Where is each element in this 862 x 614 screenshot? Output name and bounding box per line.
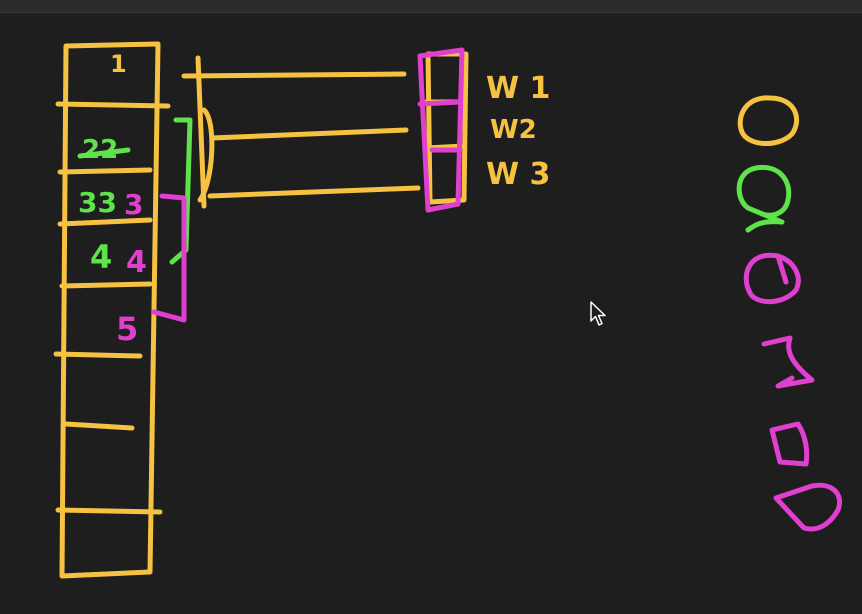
stack-column bbox=[53, 41, 171, 579]
stack-divider-1 bbox=[55, 101, 171, 109]
stack-divider-7 bbox=[55, 507, 163, 515]
slot-1-label: 1 bbox=[110, 50, 127, 78]
connector-line-1 bbox=[181, 71, 407, 79]
slot-4-green-label: 4 bbox=[90, 238, 112, 276]
window-box bbox=[417, 47, 469, 213]
slot-5-label: 5 bbox=[116, 310, 138, 348]
stack-divider-4 bbox=[59, 281, 153, 289]
whiteboard-svg: 1 22 33 3 4 4 5 W 1 W2 W 3 bbox=[53, 41, 842, 579]
pink-bracket bbox=[151, 193, 187, 323]
w2-label: W2 bbox=[490, 115, 537, 145]
top-toolbar bbox=[0, 0, 862, 13]
slot-2-underline bbox=[77, 147, 131, 159]
pink-square-shape bbox=[769, 421, 810, 467]
pink-c-shape bbox=[743, 252, 801, 305]
stack-divider-3 bbox=[57, 217, 153, 227]
slot-4-pink-label: 4 bbox=[126, 245, 147, 280]
connector-line-2 bbox=[209, 127, 409, 141]
connector-line-3 bbox=[207, 185, 421, 199]
drawing-canvas[interactable]: 1 22 33 3 4 4 5 W 1 W2 W 3 bbox=[0, 13, 862, 614]
window-highlight bbox=[417, 47, 465, 213]
pink-wedge-shape bbox=[773, 482, 842, 532]
pink-hook-shape bbox=[761, 335, 815, 389]
slot-3-green-label: 33 bbox=[78, 186, 117, 219]
green-bracket bbox=[169, 117, 193, 265]
stack-divider-2 bbox=[57, 167, 153, 175]
mouse-cursor-icon bbox=[590, 301, 606, 326]
stack-outline bbox=[59, 41, 161, 579]
stack-divider-6 bbox=[63, 421, 135, 431]
yellow-circle-shape bbox=[737, 95, 800, 147]
stack-divider-5 bbox=[53, 351, 143, 359]
window-highlight-divider-1 bbox=[417, 99, 463, 107]
green-loop-shape bbox=[736, 164, 792, 233]
connector-left-bar bbox=[195, 55, 207, 209]
w3-label: W 3 bbox=[486, 157, 550, 192]
w1-label: W 1 bbox=[486, 71, 550, 106]
slot-3-pink-label: 3 bbox=[124, 188, 143, 221]
connector-brace bbox=[197, 107, 215, 203]
window-box-outline bbox=[425, 51, 469, 205]
